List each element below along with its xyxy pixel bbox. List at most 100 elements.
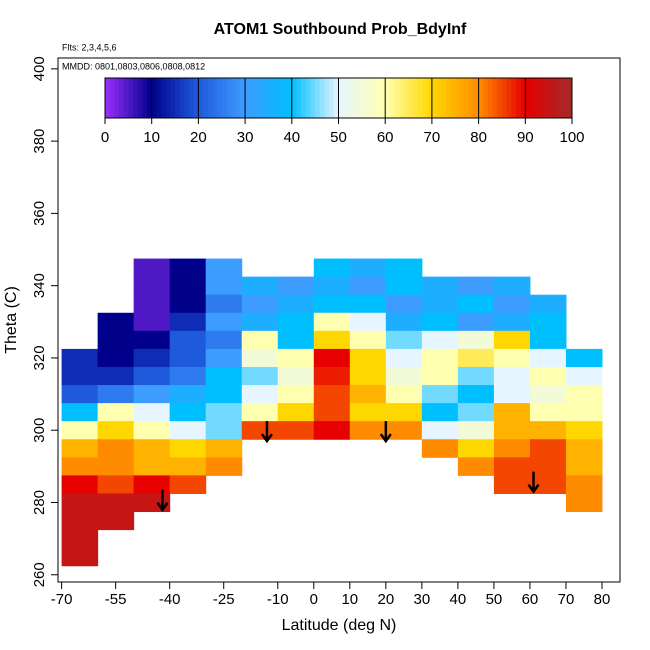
heat-cell — [133, 366, 171, 386]
colorbar-tick-label: 90 — [517, 129, 534, 146]
colorbar-swatch — [436, 78, 442, 118]
colorbar-swatch — [422, 78, 428, 118]
heat-cell — [529, 348, 567, 368]
colorbar-swatch — [413, 78, 419, 118]
heat-cell — [97, 330, 135, 350]
heat-cell — [133, 385, 171, 404]
colorbar-swatch — [119, 78, 125, 118]
heat-cell — [277, 366, 315, 386]
heat-cell — [277, 294, 315, 314]
heat-cell — [421, 312, 459, 332]
colorbar-swatch — [249, 78, 255, 118]
heat-cell — [133, 312, 171, 332]
heat-cell — [277, 348, 315, 368]
heat-cell — [61, 366, 99, 386]
heat-cell — [205, 457, 243, 476]
heat-cell — [457, 276, 495, 296]
colorbar-swatch — [371, 78, 377, 118]
colorbar-tick-label: 100 — [559, 129, 584, 146]
heat-cell — [421, 294, 459, 314]
heat-cell — [61, 529, 99, 549]
colorbar-swatch — [506, 78, 512, 118]
heat-cell — [241, 312, 279, 332]
colorbar-tick-label: 50 — [330, 129, 347, 146]
colorbar-swatch — [217, 78, 223, 118]
y-tick-label: 340 — [31, 273, 48, 298]
heat-cell — [169, 475, 207, 494]
x-tick-label: -55 — [105, 591, 127, 608]
heat-cell — [133, 493, 171, 513]
colorbar-swatch — [399, 78, 405, 118]
heat-cell — [205, 439, 243, 458]
heat-cell — [421, 276, 459, 296]
heat-cell — [565, 348, 603, 368]
heat-cell — [241, 294, 279, 314]
colorbar-swatch — [520, 78, 526, 118]
heat-cell — [169, 276, 207, 296]
colorbar-swatch — [296, 78, 302, 118]
x-tick-label: -40 — [159, 591, 181, 608]
heat-cell — [205, 366, 243, 386]
colorbar-swatch — [333, 78, 339, 118]
colorbar-swatch — [203, 78, 209, 118]
heat-cell — [277, 330, 315, 350]
x-tick-label: -10 — [267, 591, 289, 608]
colorbar-swatch — [291, 78, 297, 118]
colorbar-swatch — [147, 78, 153, 118]
colorbar-swatch — [235, 78, 241, 118]
heat-cell — [421, 385, 459, 404]
heat-cell — [529, 457, 567, 476]
colorbar-swatch — [492, 78, 498, 118]
heat-cell — [169, 439, 207, 458]
x-tick-label: 10 — [341, 591, 358, 608]
heat-cell — [97, 475, 135, 494]
colorbar-swatch — [128, 78, 134, 118]
heat-cell — [385, 385, 423, 404]
colorbar-swatch — [315, 78, 321, 118]
colorbar-frame — [104, 77, 573, 119]
colorbar-swatch — [455, 78, 461, 118]
colorbar-tick-label: 20 — [190, 129, 207, 146]
heat-cell — [529, 385, 567, 404]
x-tick-label: 0 — [310, 591, 318, 608]
colorbar-swatch — [352, 78, 358, 118]
colorbar-swatch — [567, 78, 573, 118]
colorbar-swatch — [310, 78, 316, 118]
heat-cell — [385, 294, 423, 314]
heat-cell — [313, 421, 351, 440]
heat-cell — [385, 366, 423, 386]
colorbar-swatch — [431, 78, 438, 118]
colorbar-swatch — [539, 78, 545, 118]
x-tick-label: -70 — [51, 591, 73, 608]
heat-cell — [169, 330, 207, 350]
heat-cell — [529, 475, 567, 494]
heat-cell — [169, 312, 207, 332]
colorbar-swatch — [231, 78, 237, 118]
heat-cell — [133, 258, 171, 278]
arrow-head — [260, 433, 273, 444]
y-tick-label: 400 — [31, 56, 48, 81]
heat-cell — [421, 348, 459, 368]
x-tick-label: 80 — [594, 591, 611, 608]
heat-cell — [169, 258, 207, 278]
colorbar-swatch — [501, 78, 508, 118]
heat-cell — [241, 385, 279, 404]
colorbar-swatch — [361, 78, 368, 118]
colorbar-swatch — [324, 78, 330, 118]
heat-cell — [457, 330, 495, 350]
colorbar-swatch — [156, 78, 162, 118]
heat-cell — [205, 276, 243, 296]
colorbar-swatch — [282, 78, 288, 118]
colorbar-swatch — [137, 78, 143, 118]
heat-cell — [385, 258, 423, 278]
colorbar-swatch — [329, 78, 335, 118]
heat-cell — [457, 421, 495, 440]
heat-cell — [61, 493, 99, 513]
heat-cell — [421, 421, 459, 440]
colorbar-swatch — [263, 78, 269, 118]
colorbar-swatch — [525, 78, 531, 118]
heat-cell — [313, 385, 351, 404]
heat-cell — [277, 403, 315, 422]
heat-cell — [385, 421, 423, 440]
colorbar-swatch — [380, 78, 386, 118]
